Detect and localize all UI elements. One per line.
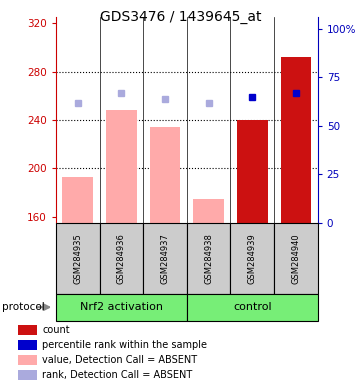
Text: Nrf2 activation: Nrf2 activation	[80, 302, 163, 312]
Text: GSM284940: GSM284940	[291, 233, 300, 283]
Bar	[193, 199, 224, 223]
Bar	[56, 294, 187, 321]
Text: GSM284939: GSM284939	[248, 233, 257, 284]
Text: count: count	[42, 325, 70, 335]
Bar	[106, 110, 137, 223]
Bar	[62, 177, 93, 223]
Text: rank, Detection Call = ABSENT: rank, Detection Call = ABSENT	[42, 370, 192, 380]
Bar	[274, 223, 318, 294]
Text: percentile rank within the sample: percentile rank within the sample	[42, 340, 207, 350]
Bar	[150, 127, 180, 223]
Bar	[230, 223, 274, 294]
Bar	[18, 325, 37, 335]
Bar	[187, 223, 230, 294]
Bar	[18, 355, 37, 365]
Bar	[18, 339, 37, 350]
Text: GSM284936: GSM284936	[117, 233, 126, 284]
Text: GDS3476 / 1439645_at: GDS3476 / 1439645_at	[100, 10, 261, 23]
Bar	[100, 223, 143, 294]
Bar	[18, 370, 37, 380]
Text: GSM284937: GSM284937	[161, 233, 170, 284]
Bar	[237, 120, 268, 223]
Bar	[143, 223, 187, 294]
Text: value, Detection Call = ABSENT: value, Detection Call = ABSENT	[42, 355, 197, 365]
Bar	[280, 57, 311, 223]
Bar	[56, 223, 100, 294]
Text: GSM284935: GSM284935	[73, 233, 82, 284]
Text: control: control	[233, 302, 271, 312]
Text: protocol: protocol	[2, 302, 44, 312]
Text: GSM284938: GSM284938	[204, 233, 213, 284]
Bar	[187, 294, 318, 321]
